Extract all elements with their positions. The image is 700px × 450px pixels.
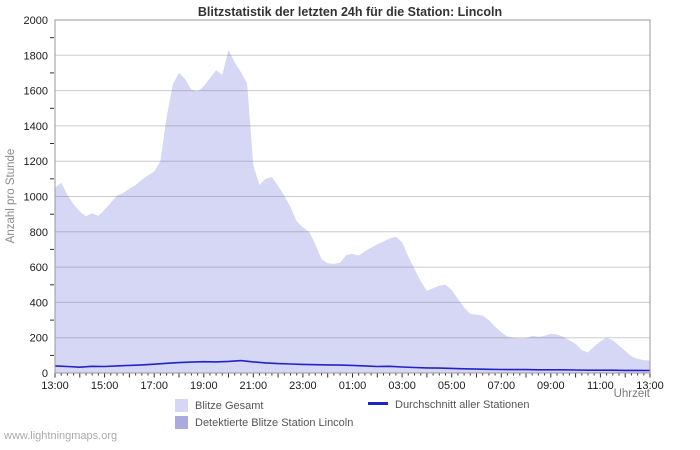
x-tick-label: 05:00 bbox=[438, 380, 466, 392]
y-tick-label: 1800 bbox=[24, 50, 48, 62]
x-axis-label: Uhrzeit bbox=[613, 388, 650, 400]
total-area-swatch bbox=[175, 399, 188, 412]
y-tick-label: 200 bbox=[30, 333, 48, 345]
average-line-swatch bbox=[368, 402, 388, 405]
y-axis-label: Anzahl pro Stunde bbox=[5, 148, 17, 244]
legend-label-average: Durchschnitt aller Stationen bbox=[395, 399, 530, 411]
x-tick-label: 19:00 bbox=[190, 380, 218, 392]
x-tick-label: 03:00 bbox=[388, 380, 416, 392]
series-area-0 bbox=[55, 50, 650, 373]
legend-label-total: Blitze Gesamt bbox=[195, 400, 264, 412]
y-tick-label: 1000 bbox=[24, 192, 48, 204]
watermark-lightningmaps: www.lightningmaps.org bbox=[4, 430, 118, 442]
x-tick-label: 11:00 bbox=[587, 380, 614, 392]
y-tick-label: 800 bbox=[30, 227, 48, 239]
x-tick-label: 01:00 bbox=[339, 380, 367, 392]
y-tick-label: 600 bbox=[30, 262, 48, 274]
y-tick-label: 1600 bbox=[24, 86, 48, 98]
x-tick-label: 09:00 bbox=[537, 380, 565, 392]
y-tick-label: 1200 bbox=[24, 156, 48, 168]
x-tick-label: 21:00 bbox=[240, 380, 268, 392]
series-line-average bbox=[54, 359, 651, 372]
x-tick-label: 13:00 bbox=[636, 380, 664, 392]
legend-item-average: Durchschnitt aller Stationen bbox=[368, 399, 530, 413]
plot-frame bbox=[54, 19, 651, 374]
y-tick-label: 400 bbox=[30, 297, 48, 309]
legend-item-total: Blitze Gesamt bbox=[175, 399, 263, 413]
y-tick-label: 1400 bbox=[24, 121, 48, 133]
legend-item-station: Detektierte Blitze Station Lincoln bbox=[175, 416, 353, 430]
x-tick-label: 17:00 bbox=[140, 380, 168, 392]
station-area-swatch bbox=[175, 416, 188, 429]
y-tick-label: 0 bbox=[42, 368, 48, 380]
legend-label-station: Detektierte Blitze Station Lincoln bbox=[195, 417, 354, 429]
x-tick-label: 15:00 bbox=[91, 380, 119, 392]
chart-title: Blitzstatistik der letzten 24h für die S… bbox=[197, 5, 503, 19]
x-tick-label: 23:00 bbox=[289, 380, 317, 392]
x-tick-label: 13:00 bbox=[41, 380, 69, 392]
y-tick-label: 2000 bbox=[24, 15, 48, 27]
x-tick-label: 07:00 bbox=[488, 380, 516, 392]
